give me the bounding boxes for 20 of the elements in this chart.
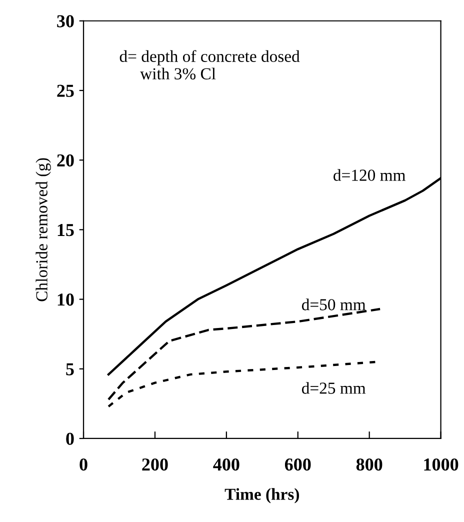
x-tick-label: 600 [284, 458, 311, 471]
x-tick-label: 1000 [424, 458, 458, 471]
y-tick-label: 0 [66, 432, 74, 445]
y-tick-label: 15 [58, 224, 74, 236]
annotation: d= depth of concrete dosed with 3% Cl [120, 50, 300, 80]
x-tick-label: 800 [356, 458, 382, 471]
x-axis-title: Time (hrs) [224, 488, 300, 504]
y-tick-label: 25 [57, 84, 74, 97]
y-tick-label: 5 [66, 363, 74, 376]
annotation: d=25 mm [302, 382, 366, 394]
line-series [107, 360, 378, 408]
annotation: d=50 mm [302, 298, 366, 310]
y-axis-title: Chloride removed (g) [36, 158, 51, 302]
y-tick-label: 30 [57, 15, 74, 28]
x-tick-label: 0 [80, 458, 88, 471]
y-tick-label: 10 [58, 294, 74, 306]
y-tick-label: 20 [57, 154, 74, 167]
x-tick-label: 400 [213, 458, 240, 471]
annotation: d=120 mm [334, 169, 406, 181]
x-tick-label: 200 [142, 458, 168, 471]
